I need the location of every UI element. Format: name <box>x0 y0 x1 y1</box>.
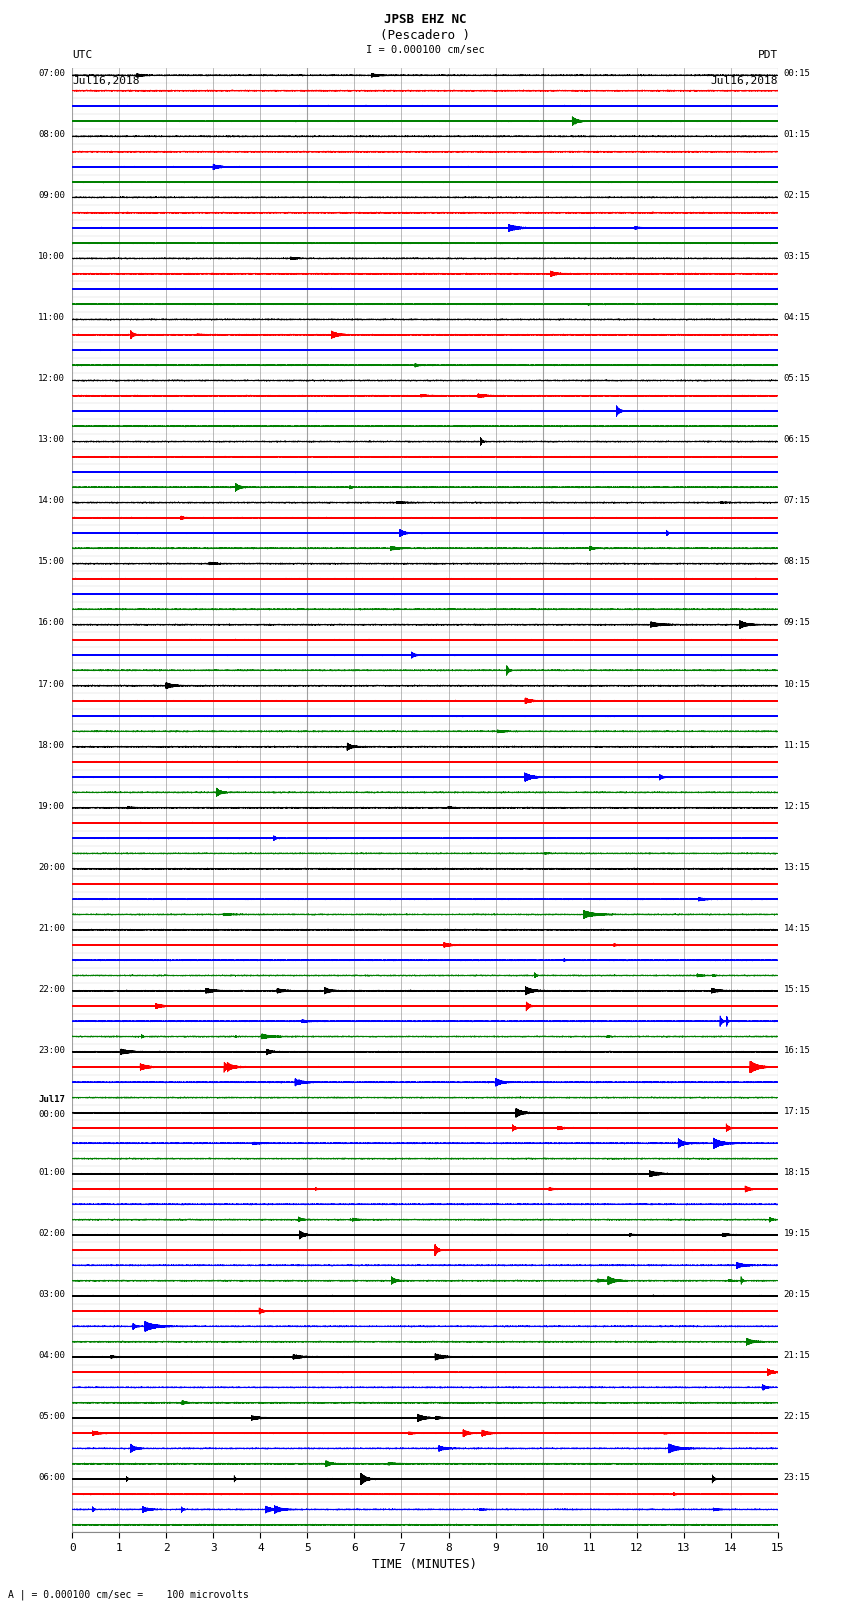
Text: 05:15: 05:15 <box>784 374 810 384</box>
Text: 02:00: 02:00 <box>38 1229 65 1237</box>
Text: 23:15: 23:15 <box>784 1473 810 1482</box>
Text: Jul17: Jul17 <box>38 1095 65 1103</box>
Text: 11:00: 11:00 <box>38 313 65 323</box>
Text: 03:15: 03:15 <box>784 252 810 261</box>
Text: 07:15: 07:15 <box>784 497 810 505</box>
Text: 08:15: 08:15 <box>784 558 810 566</box>
Text: 13:15: 13:15 <box>784 863 810 871</box>
Text: 07:00: 07:00 <box>38 69 65 79</box>
Text: 15:15: 15:15 <box>784 984 810 994</box>
Text: 14:00: 14:00 <box>38 497 65 505</box>
Text: 21:15: 21:15 <box>784 1350 810 1360</box>
Text: 09:00: 09:00 <box>38 192 65 200</box>
Text: 15:00: 15:00 <box>38 558 65 566</box>
Text: 22:00: 22:00 <box>38 984 65 994</box>
Text: 01:00: 01:00 <box>38 1168 65 1177</box>
Text: 19:15: 19:15 <box>784 1229 810 1237</box>
Text: 10:00: 10:00 <box>38 252 65 261</box>
Text: 06:15: 06:15 <box>784 436 810 445</box>
Text: 16:15: 16:15 <box>784 1045 810 1055</box>
Text: 10:15: 10:15 <box>784 679 810 689</box>
Text: 11:15: 11:15 <box>784 740 810 750</box>
Text: 12:15: 12:15 <box>784 802 810 811</box>
Text: 20:15: 20:15 <box>784 1290 810 1298</box>
Text: I = 0.000100 cm/sec: I = 0.000100 cm/sec <box>366 45 484 55</box>
Text: 03:00: 03:00 <box>38 1290 65 1298</box>
Text: 16:00: 16:00 <box>38 618 65 627</box>
Text: 14:15: 14:15 <box>784 924 810 932</box>
Text: 09:15: 09:15 <box>784 618 810 627</box>
Text: 02:15: 02:15 <box>784 192 810 200</box>
Text: 17:15: 17:15 <box>784 1107 810 1116</box>
X-axis label: TIME (MINUTES): TIME (MINUTES) <box>372 1558 478 1571</box>
Text: PDT: PDT <box>757 50 778 60</box>
Text: 00:00: 00:00 <box>38 1110 65 1119</box>
Text: JPSB EHZ NC: JPSB EHZ NC <box>383 13 467 26</box>
Text: 18:15: 18:15 <box>784 1168 810 1177</box>
Text: Jul16,2018: Jul16,2018 <box>711 76 778 85</box>
Text: 00:15: 00:15 <box>784 69 810 79</box>
Text: 19:00: 19:00 <box>38 802 65 811</box>
Text: 06:00: 06:00 <box>38 1473 65 1482</box>
Text: Jul16,2018: Jul16,2018 <box>72 76 139 85</box>
Text: (Pescadero ): (Pescadero ) <box>380 29 470 42</box>
Text: 04:00: 04:00 <box>38 1350 65 1360</box>
Text: 23:00: 23:00 <box>38 1045 65 1055</box>
Text: 18:00: 18:00 <box>38 740 65 750</box>
Text: 22:15: 22:15 <box>784 1411 810 1421</box>
Text: 08:00: 08:00 <box>38 131 65 139</box>
Text: 20:00: 20:00 <box>38 863 65 871</box>
Text: 13:00: 13:00 <box>38 436 65 445</box>
Text: 05:00: 05:00 <box>38 1411 65 1421</box>
Text: UTC: UTC <box>72 50 93 60</box>
Text: 01:15: 01:15 <box>784 131 810 139</box>
Text: 12:00: 12:00 <box>38 374 65 384</box>
Text: 17:00: 17:00 <box>38 679 65 689</box>
Text: A | = 0.000100 cm/sec =    100 microvolts: A | = 0.000100 cm/sec = 100 microvolts <box>8 1589 249 1600</box>
Text: 21:00: 21:00 <box>38 924 65 932</box>
Text: 04:15: 04:15 <box>784 313 810 323</box>
